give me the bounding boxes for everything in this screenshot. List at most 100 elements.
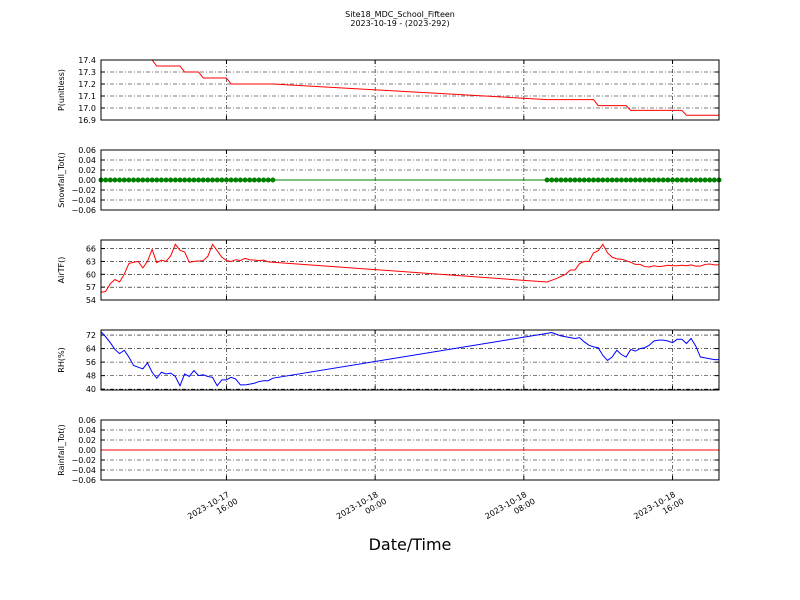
data-point xyxy=(674,177,680,183)
data-point xyxy=(168,177,174,183)
data-point xyxy=(660,177,666,183)
data-point xyxy=(144,177,150,183)
data-point xyxy=(711,177,717,183)
data-point xyxy=(642,177,648,183)
data-point xyxy=(172,177,178,183)
data-point xyxy=(158,177,164,183)
data-point xyxy=(614,177,620,183)
y-tick-label: 64 xyxy=(86,345,96,354)
data-point xyxy=(233,177,239,183)
y-tick-label: 0.00 xyxy=(78,176,96,185)
y-tick-label: 40 xyxy=(86,385,96,394)
y-axis-label: Rainfall_Tot() xyxy=(57,424,66,476)
y-tick-label: 0.06 xyxy=(78,416,96,425)
data-point xyxy=(219,177,225,183)
data-point xyxy=(228,177,234,183)
data-point xyxy=(182,177,188,183)
y-tick-label: 17.1 xyxy=(78,92,96,101)
data-point xyxy=(697,177,703,183)
data-point xyxy=(205,177,211,183)
plot-frame xyxy=(100,329,720,391)
data-point xyxy=(567,177,573,183)
data-point xyxy=(544,177,550,183)
y-tick-label: −0.02 xyxy=(71,186,96,195)
y-axis-label: AirTF() xyxy=(57,257,66,284)
y-axis-label: P(unitless) xyxy=(57,69,66,111)
data-point xyxy=(595,177,601,183)
y-tick-label: 57 xyxy=(86,283,96,292)
y-tick-label: 16.9 xyxy=(78,116,96,125)
data-point xyxy=(623,177,629,183)
data-point xyxy=(670,177,676,183)
data-point xyxy=(103,177,109,183)
y-tick-label: −0.06 xyxy=(71,206,96,215)
data-point xyxy=(191,177,197,183)
data-point xyxy=(237,177,243,183)
data-point xyxy=(177,177,183,183)
chart-title: Site18_MDC_School_Fifteen xyxy=(345,10,455,19)
data-point xyxy=(242,177,248,183)
x-axis-label: Date/Time xyxy=(369,535,452,554)
x-tick-label: 2023-10-1808:00 xyxy=(484,488,537,530)
y-axis-label: Snowfall_Tot() xyxy=(57,152,66,208)
y-tick-label: 17.4 xyxy=(78,56,96,65)
data-point xyxy=(261,177,267,183)
plot-frame xyxy=(100,149,720,211)
y-tick-label: 0.04 xyxy=(78,426,96,435)
data-point xyxy=(600,177,606,183)
y-tick-label: 0.00 xyxy=(78,446,96,455)
data-point xyxy=(247,177,253,183)
x-tick-label: 2023-10-1716:00 xyxy=(186,488,239,530)
y-axis-label: RH(%) xyxy=(57,347,66,372)
data-point xyxy=(214,177,220,183)
y-tick-label: 63 xyxy=(86,257,96,266)
y-tick-label: 17.3 xyxy=(78,68,96,77)
y-tick-label: 48 xyxy=(86,372,96,381)
y-tick-label: 60 xyxy=(86,270,96,279)
data-line xyxy=(100,331,719,387)
data-point xyxy=(140,177,146,183)
data-point xyxy=(121,177,127,183)
data-point xyxy=(126,177,132,183)
data-point xyxy=(149,177,155,183)
y-tick-label: −0.04 xyxy=(71,466,96,475)
data-point xyxy=(270,177,276,183)
data-point xyxy=(577,177,583,183)
data-point xyxy=(112,177,118,183)
y-tick-label: 17.2 xyxy=(78,80,96,89)
data-point xyxy=(679,177,685,183)
data-point xyxy=(256,177,262,183)
x-tick-label: 2023-10-1800:00 xyxy=(335,488,388,530)
plot-frame xyxy=(100,239,720,301)
y-tick-label: 0.06 xyxy=(78,146,96,155)
y-tick-label: 17.0 xyxy=(78,104,96,113)
data-point xyxy=(637,177,643,183)
data-point xyxy=(683,177,689,183)
data-point xyxy=(609,177,615,183)
data-point xyxy=(196,177,202,183)
data-point xyxy=(586,177,592,183)
chart-subtitle: 2023-10-19 - (2023-292) xyxy=(350,19,449,28)
data-point xyxy=(553,177,559,183)
data-point xyxy=(628,177,634,183)
y-tick-label: 66 xyxy=(86,245,96,254)
x-tick-label: 2023-10-1816:00 xyxy=(632,488,685,530)
data-point xyxy=(563,177,569,183)
data-point xyxy=(604,177,610,183)
data-point xyxy=(665,177,671,183)
data-point xyxy=(154,177,160,183)
data-point xyxy=(265,177,271,183)
data-point xyxy=(163,177,169,183)
data-point xyxy=(549,177,555,183)
data-point xyxy=(632,177,638,183)
data-point xyxy=(558,177,564,183)
y-tick-label: −0.06 xyxy=(71,476,96,485)
y-tick-label: 54 xyxy=(86,296,96,305)
y-tick-label: 56 xyxy=(86,358,96,367)
data-point xyxy=(581,177,587,183)
data-point xyxy=(688,177,694,183)
data-point xyxy=(210,177,216,183)
y-tick-label: 0.02 xyxy=(78,436,96,445)
data-point xyxy=(651,177,657,183)
